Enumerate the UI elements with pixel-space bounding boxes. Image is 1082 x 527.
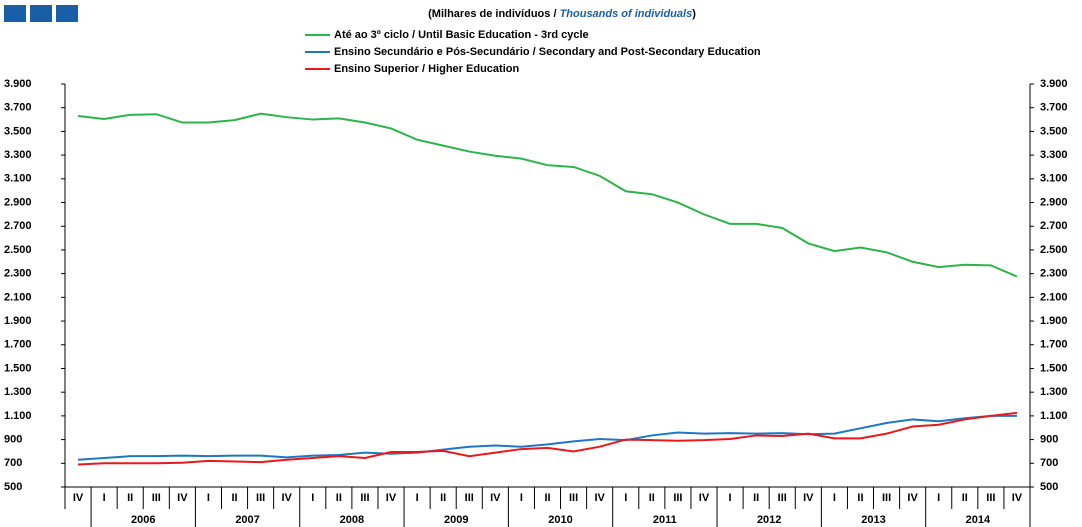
subtitle-close: ) [692, 8, 696, 20]
subtitle-en: Thousands of individuals [560, 8, 693, 20]
y2-tick-label: 3.500 [1040, 125, 1068, 137]
x-tick-label: II [962, 492, 968, 504]
y-tick-label: 500 [4, 481, 22, 493]
year-label: 2010 [548, 514, 572, 526]
year-label: 2011 [653, 514, 677, 526]
x-tick-label: I [624, 492, 627, 504]
y-tick-label: 2.300 [4, 268, 32, 280]
x-tick-label: III [152, 492, 161, 504]
y-tick-label: 1.900 [4, 315, 32, 327]
y2-tick-label: 500 [1040, 481, 1058, 493]
y-tick-label: 1.300 [4, 386, 32, 398]
x-tick-label: III [569, 492, 578, 504]
x-tick-label: IV [386, 492, 397, 504]
y-tick-label: 900 [4, 433, 22, 445]
legend-label: Ensino Secundário e Pós-Secundário / Sec… [334, 46, 761, 58]
y-tick-label: 700 [4, 457, 22, 469]
y2-tick-label: 2.100 [1040, 291, 1068, 303]
x-tick-label: III [882, 492, 891, 504]
year-label: 2012 [757, 514, 781, 526]
x-tick-label: II [544, 492, 550, 504]
y2-tick-label: 1.100 [1040, 410, 1068, 422]
x-tick-label: IV [803, 492, 814, 504]
x-tick-label: III [256, 492, 265, 504]
x-tick-label: II [231, 492, 237, 504]
y-tick-label: 3.500 [4, 125, 32, 137]
logo-block [56, 5, 78, 22]
subtitle: (Milhares de indivíduos / Thousands of i… [428, 8, 696, 20]
y-tick-label: 1.700 [4, 339, 32, 351]
y-tick-label: 1.100 [4, 410, 32, 422]
x-tick-label: IV [177, 492, 188, 504]
year-label: 2014 [966, 514, 991, 526]
x-tick-label: III [465, 492, 474, 504]
y2-tick-label: 1.700 [1040, 339, 1068, 351]
x-tick-label: II [127, 492, 133, 504]
x-tick-label: I [416, 492, 419, 504]
y2-tick-label: 1.900 [1040, 315, 1068, 327]
y2-tick-label: 3.300 [1040, 149, 1068, 161]
x-tick-label: IV [594, 492, 605, 504]
x-tick-label: III [986, 492, 995, 504]
y2-tick-label: 700 [1040, 457, 1058, 469]
x-tick-label: I [520, 492, 523, 504]
logo-block [4, 5, 26, 22]
y2-tick-label: 2.300 [1040, 268, 1068, 280]
year-label: 2006 [131, 514, 155, 526]
y-tick-label: 2.900 [4, 196, 32, 208]
x-tick-label: I [103, 492, 106, 504]
y-tick-label: 3.700 [4, 102, 32, 114]
y-tick-label: 2.500 [4, 244, 32, 256]
y-tick-label: 3.900 [4, 78, 32, 90]
y-tick-label: 2.700 [4, 220, 32, 232]
x-tick-label: III [360, 492, 369, 504]
y2-tick-label: 2.900 [1040, 196, 1068, 208]
x-tick-label: II [753, 492, 759, 504]
year-label: 2013 [861, 514, 885, 526]
y2-tick-label: 3.100 [1040, 173, 1068, 185]
series-line [77, 411, 1018, 466]
x-tick-label: I [937, 492, 940, 504]
y-tick-label: 3.100 [4, 173, 32, 185]
x-tick-label: IV [699, 492, 710, 504]
logo-block [30, 5, 52, 22]
x-tick-label: II [440, 492, 446, 504]
x-tick-label: I [729, 492, 732, 504]
legend-label: Até ao 3º ciclo / Until Basic Education … [334, 29, 589, 41]
x-tick-label: III [673, 492, 682, 504]
x-tick-label: I [207, 492, 210, 504]
x-tick-label: IV [281, 492, 292, 504]
y-tick-label: 3.300 [4, 149, 32, 161]
series-line [77, 112, 1018, 278]
y2-tick-label: 3.700 [1040, 102, 1068, 114]
y2-tick-label: 3.900 [1040, 78, 1068, 90]
year-label: 2007 [235, 514, 259, 526]
x-tick-label: I [311, 492, 314, 504]
y-tick-label: 1.500 [4, 362, 32, 374]
series-line [77, 414, 1017, 461]
legend-label: Ensino Superior / Higher Education [334, 63, 519, 75]
x-tick-label: IV [1012, 492, 1023, 504]
year-label: 2008 [340, 514, 364, 526]
x-tick-label: IV [73, 492, 84, 504]
x-tick-label: II [336, 492, 342, 504]
x-tick-label: II [857, 492, 863, 504]
x-tick-label: II [649, 492, 655, 504]
y2-tick-label: 2.700 [1040, 220, 1068, 232]
y2-tick-label: 1.300 [1040, 386, 1068, 398]
y2-tick-label: 900 [1040, 433, 1058, 445]
y-tick-label: 2.100 [4, 291, 32, 303]
x-tick-label: III [778, 492, 787, 504]
subtitle-pt: (Milhares de indivíduos / [428, 8, 556, 20]
x-tick-label: IV [490, 492, 501, 504]
y2-tick-label: 2.500 [1040, 244, 1068, 256]
x-tick-label: I [833, 492, 836, 504]
x-tick-label: IV [907, 492, 918, 504]
y2-tick-label: 1.500 [1040, 362, 1068, 374]
year-label: 2009 [444, 514, 468, 526]
